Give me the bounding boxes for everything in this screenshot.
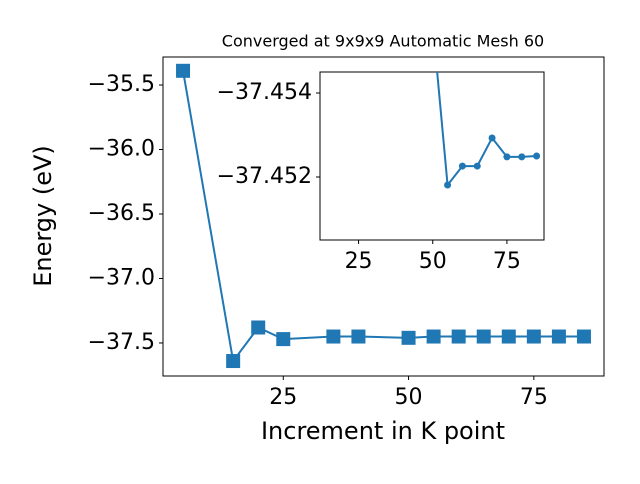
y-tick-label: −35.5 [88, 72, 155, 97]
x-tick-label: 75 [520, 385, 548, 410]
marker [451, 329, 466, 344]
marker [458, 162, 466, 170]
y-tick-label: −37.0 [88, 265, 155, 290]
x-tick-label: 25 [345, 249, 373, 274]
marker [503, 153, 511, 161]
y-tick-label: −36.5 [88, 201, 155, 226]
x-tick-label: 25 [269, 385, 297, 410]
marker [476, 329, 491, 344]
marker [526, 329, 541, 344]
marker [576, 329, 591, 344]
y-tick-label: −37.452 [217, 164, 312, 189]
marker [533, 152, 541, 160]
y-axis-label: Energy (eV) [29, 145, 57, 287]
x-tick-label: 50 [419, 249, 447, 274]
marker [251, 320, 266, 335]
chart-title: Converged at 9x9x9 Automatic Mesh 60 [222, 32, 544, 51]
marker [501, 329, 516, 344]
x-axis-label: Increment in K point [261, 417, 505, 445]
x-tick-label: 50 [395, 385, 423, 410]
x-tick-label: 75 [493, 249, 521, 274]
marker [351, 329, 366, 344]
marker [473, 162, 481, 170]
marker [401, 330, 416, 345]
marker [488, 134, 496, 142]
marker [326, 329, 341, 344]
y-tick-label: −36.0 [88, 136, 155, 161]
marker [426, 329, 441, 344]
marker [444, 181, 452, 189]
marker [276, 332, 291, 347]
marker [226, 354, 241, 369]
marker [551, 329, 566, 344]
marker [176, 63, 191, 78]
marker [518, 153, 526, 161]
y-tick-label: −37.5 [88, 330, 155, 355]
y-tick-label: −37.454 [217, 80, 312, 105]
